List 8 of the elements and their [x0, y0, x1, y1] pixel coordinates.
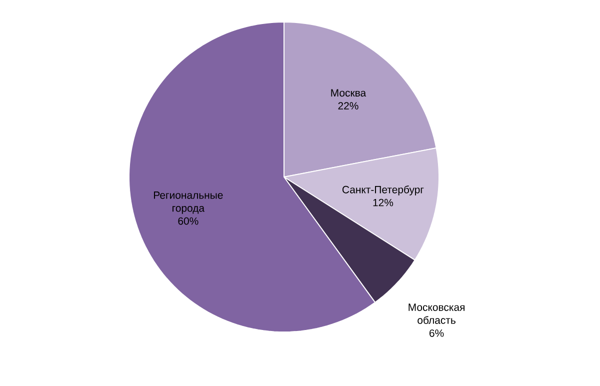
slice-label: Московская область	[408, 304, 464, 324]
data-label: 6%	[430, 329, 444, 337]
slice-label: Москва	[331, 89, 366, 97]
data-label: 12%	[373, 198, 394, 206]
slice-label: Региональные города	[154, 192, 223, 214]
data-label: 22%	[338, 102, 358, 110]
data-label: 60%	[178, 217, 198, 225]
slice-label: Санкт-Петербург	[342, 186, 424, 196]
